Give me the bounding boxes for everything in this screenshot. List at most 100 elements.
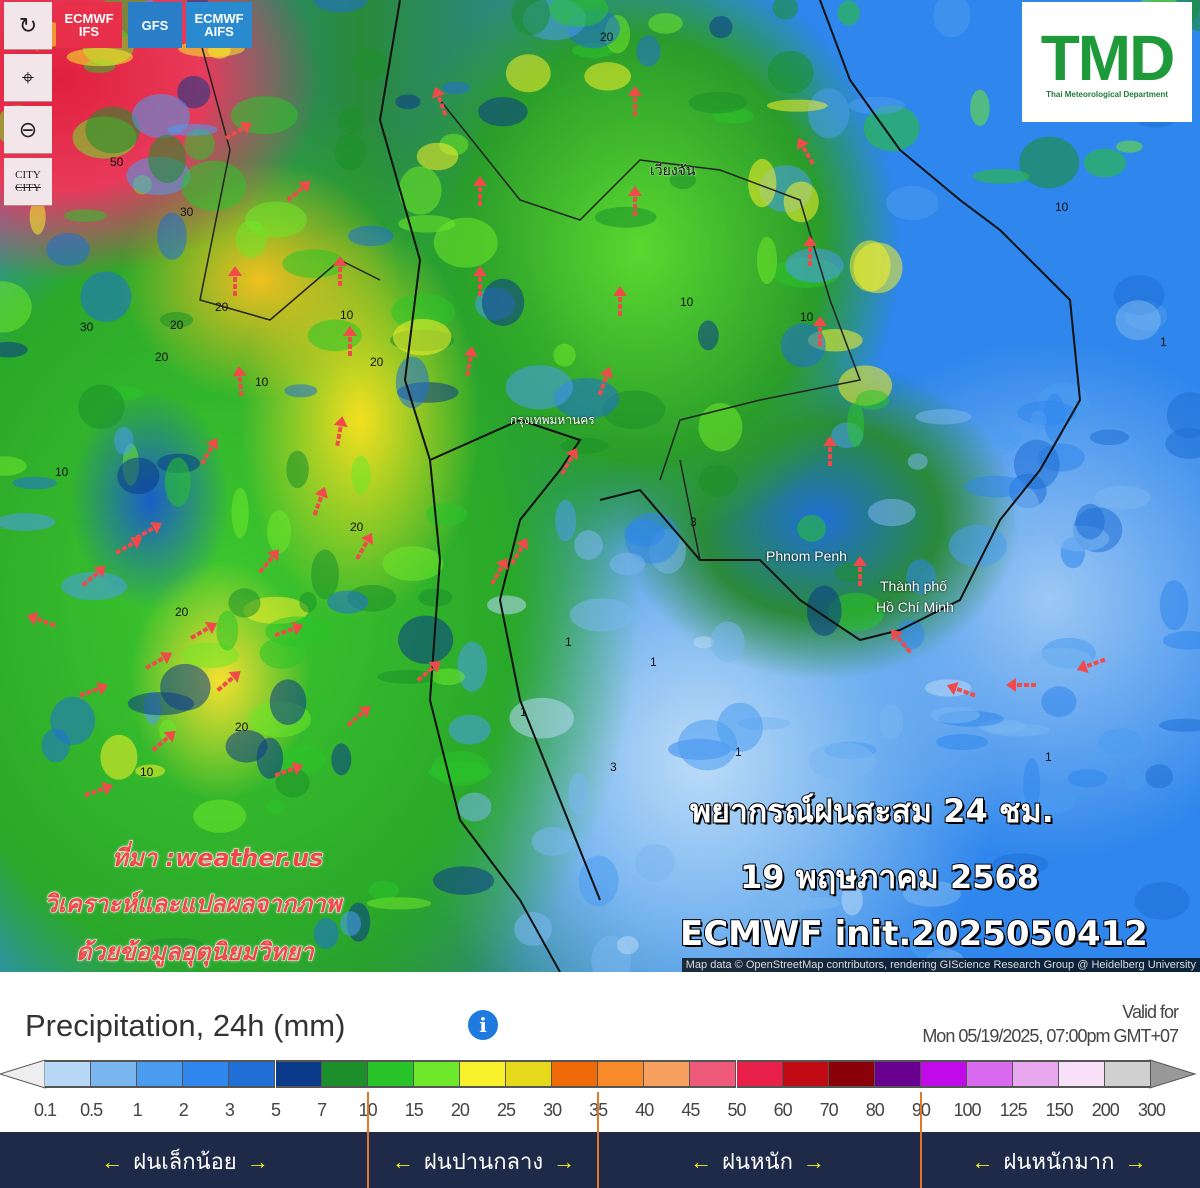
contour-label: 1: [520, 705, 527, 719]
wind-arrow-icon: [813, 316, 827, 346]
info-icon[interactable]: i: [468, 1010, 498, 1040]
scale-swatch: [644, 1060, 691, 1088]
location-button[interactable]: ⌖: [4, 54, 52, 102]
precip-cell: [78, 384, 125, 430]
precip-cell: [863, 104, 920, 152]
precip-cell: [117, 457, 160, 495]
scale-swatch: [920, 1060, 967, 1088]
scale-tick-label: 5: [270, 1100, 281, 1120]
precip-cell: [157, 212, 187, 260]
rain-category-label: ฝนหนัก: [722, 1149, 793, 1174]
scale-tick-label: 70: [819, 1100, 839, 1120]
scale-swatch: [275, 1060, 322, 1088]
precip-cell: [1134, 882, 1190, 920]
precip-cell: [392, 318, 452, 356]
model-ecmwf-ifs-button[interactable]: ECMWF IFS: [56, 2, 122, 48]
precip-cell: [286, 450, 309, 489]
precip-cell: [698, 464, 738, 498]
precip-cell: [578, 855, 619, 907]
contour-label: 1: [650, 655, 657, 669]
precip-cell: [766, 99, 828, 112]
precip-cell: [46, 233, 90, 267]
scale-tick-label: 20: [450, 1100, 470, 1120]
legend-title: Precipitation, 24h (mm): [25, 1008, 346, 1043]
wind-arrow-icon: [597, 366, 613, 396]
precip-cell: [635, 843, 675, 882]
scale-tick-label: 45: [681, 1100, 700, 1120]
precip-cell: [1089, 429, 1129, 446]
wind-arrow-icon: [473, 266, 487, 296]
precip-cell: [693, 636, 715, 649]
contour-label: 20: [370, 355, 384, 369]
precip-cell: [1115, 140, 1143, 153]
contour-label: 3: [610, 760, 617, 774]
precip-cell: [0, 456, 27, 476]
precip-cell: [338, 106, 365, 135]
contour-label: 10: [680, 295, 694, 309]
precip-cell: [1019, 136, 1080, 189]
arrow-right-icon: →: [553, 1148, 576, 1174]
model-gfs-button[interactable]: GFS: [128, 2, 182, 48]
city-label: CITY: [15, 168, 41, 181]
precip-cell: [64, 209, 107, 222]
scale-swatch: [229, 1060, 276, 1088]
scale-swatch: [413, 1060, 460, 1088]
refresh-button[interactable]: ↻: [4, 2, 52, 50]
precip-cell: [428, 761, 492, 782]
city-toggle-button[interactable]: CITY CITY: [4, 158, 52, 206]
precip-cell: [1067, 769, 1108, 788]
precip-cell: [275, 767, 310, 798]
precip-cell: [148, 134, 187, 183]
precip-cell: [1098, 728, 1143, 756]
precip-cell: [879, 704, 904, 740]
valid-label: Valid for: [1122, 1002, 1179, 1022]
precip-cell: [1051, 327, 1081, 342]
precip-cell: [432, 866, 495, 895]
model-ecmwf-aifs-button[interactable]: ECMWF AIFS: [186, 2, 252, 48]
precip-cell: [827, 592, 885, 632]
rain-category: ← ฝนหนักมาก →: [918, 1144, 1200, 1179]
scale-tick-label: 80: [865, 1100, 885, 1120]
wind-arrow-icon: [115, 536, 143, 555]
contour-label: 20: [600, 30, 614, 44]
city-label-hcmc-1: Thành phố: [880, 578, 947, 594]
wind-arrow-icon: [151, 731, 176, 752]
precip-cell: [398, 166, 442, 215]
precip-cell: [457, 792, 492, 822]
wind-arrow-icon: [510, 537, 529, 565]
zoom-out-button[interactable]: ⊖: [4, 106, 52, 154]
scale-tick-label: 7: [317, 1100, 327, 1120]
precip-cell: [478, 97, 528, 127]
zoom-out-icon: ⊖: [18, 116, 38, 142]
precip-cell: [837, 0, 860, 26]
rain-category-bar: ← ฝนเล็กน้อย → ← ฝนปานกลาง → ← ฝนหนัก → ← ฝนหนักมา…: [0, 1132, 1200, 1188]
precip-cell: [164, 457, 191, 507]
precip-cell: [266, 799, 285, 815]
precip-cell: [85, 106, 141, 154]
wind-arrow-icon: [803, 236, 817, 266]
precip-cell: [340, 911, 362, 936]
precip-cell: [669, 171, 697, 190]
color-scale: [0, 1058, 1200, 1090]
precip-cell: [710, 621, 745, 663]
precip-cell: [1030, 410, 1047, 431]
precip-cell: [228, 588, 261, 618]
precip-cell: [574, 530, 603, 560]
precip-cell: [1159, 580, 1189, 631]
rain-category: ← ฝนหนัก →: [597, 1144, 918, 1179]
precip-cell: [395, 94, 421, 110]
scale-left-arrow: [0, 1059, 46, 1089]
precip-cell: [181, 160, 247, 211]
precip-cell: [616, 935, 639, 955]
precipitation-map[interactable]: ↻ ⌖ ⊖ CITY CITY ECMWF IFS GFS ECMWF AIFS …: [0, 0, 1200, 972]
precip-cell: [785, 248, 844, 283]
precip-cell: [66, 47, 134, 67]
wind-arrow-icon: [343, 326, 357, 356]
contour-label: 20: [170, 318, 184, 332]
wind-arrow-icon: [190, 621, 218, 640]
wind-arrow-icon: [225, 121, 253, 140]
precip-cell: [907, 453, 928, 470]
precip-cell: [1013, 439, 1060, 490]
precip-cell: [511, 0, 550, 36]
contour-label: 30: [80, 320, 94, 334]
